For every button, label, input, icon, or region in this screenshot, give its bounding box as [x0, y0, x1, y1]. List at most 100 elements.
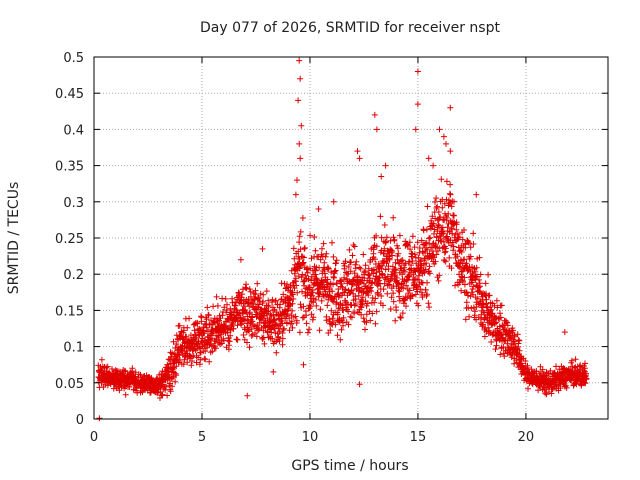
data-point: [327, 327, 334, 334]
data-point: [433, 234, 440, 241]
data-point: [422, 286, 429, 293]
data-point: [187, 332, 194, 339]
data-point: [397, 314, 404, 321]
data-point: [406, 273, 413, 280]
data-point: [202, 348, 209, 355]
data-point: [328, 307, 335, 314]
data-point: [441, 249, 448, 256]
data-point: [269, 296, 276, 303]
data-point: [233, 307, 240, 313]
data-point: [272, 297, 279, 304]
data-point: [433, 251, 440, 258]
data-point: [383, 234, 390, 241]
data-point: [514, 331, 521, 338]
data-point: [449, 239, 456, 246]
data-point: [329, 288, 336, 295]
data-point: [204, 304, 211, 311]
data-point: [415, 302, 422, 309]
data-point: [383, 238, 389, 245]
data-point: [222, 295, 229, 302]
data-point: [186, 315, 193, 322]
data-point: [390, 290, 397, 297]
data-point: [461, 274, 468, 281]
data-point: [260, 327, 267, 334]
data-point: [412, 291, 419, 298]
data-point: [438, 176, 445, 183]
data-point: [453, 226, 460, 233]
y-tick-labels: 0 0.05 0.1 0.15 0.2 0.25 0.3 0.35 0.4 0.45 0.5: [55, 51, 84, 428]
data-point: [390, 214, 397, 221]
data-point: [269, 335, 276, 342]
data-point: [203, 324, 210, 331]
data-point: [393, 307, 400, 314]
data-point: [497, 314, 504, 321]
data-point: [293, 282, 300, 289]
data-point: [473, 191, 480, 198]
data-point: [356, 155, 363, 162]
data-point: [483, 296, 490, 303]
data-point: [240, 332, 247, 338]
data-point: [497, 310, 503, 317]
data-point: [405, 290, 412, 297]
data-point: [126, 384, 133, 390]
data-point: [296, 140, 303, 147]
data-point: [311, 234, 318, 240]
data-point: [290, 245, 297, 252]
data-point: [501, 353, 508, 360]
data-point: [493, 297, 500, 304]
data-point: [443, 178, 450, 185]
data-point: [301, 245, 308, 252]
data-point: [324, 264, 331, 271]
data-point: [298, 274, 305, 281]
data-point: [395, 287, 402, 294]
data-point: [201, 330, 208, 337]
data-point: [447, 181, 454, 188]
data-point: [184, 324, 191, 331]
data-point: [317, 306, 324, 313]
data-point: [477, 271, 484, 278]
data-point: [252, 330, 258, 336]
data-point: [340, 314, 347, 321]
data-point: [476, 276, 482, 283]
data-point: [410, 271, 417, 278]
data-point: [253, 333, 260, 340]
data-point: [142, 387, 149, 393]
data-point: [366, 271, 373, 278]
data-point: [132, 369, 139, 376]
data-point: [481, 333, 488, 340]
data-point: [515, 337, 522, 343]
data-point: [305, 276, 312, 283]
data-point: [433, 195, 440, 202]
data-point: [446, 190, 453, 197]
data-point: [400, 278, 407, 285]
data-point: [504, 319, 511, 326]
data-point: [367, 275, 373, 282]
data-point: [406, 239, 413, 246]
data-point: [386, 256, 393, 263]
data-point: [297, 75, 304, 82]
data-point: [158, 392, 165, 399]
data-point: [572, 356, 579, 363]
data-point: [380, 286, 387, 293]
data-point: [363, 319, 370, 326]
data-point: [276, 328, 283, 335]
x-tick-label: 5: [198, 430, 206, 445]
data-point: [212, 345, 219, 352]
data-point: [173, 341, 180, 347]
data-point: [480, 321, 486, 328]
data-point: [294, 177, 300, 184]
data-point: [356, 264, 363, 271]
data-point: [349, 252, 356, 259]
data-point: [292, 313, 299, 320]
data-point: [279, 335, 286, 342]
data-point: [173, 363, 180, 370]
data-point: [293, 317, 300, 324]
data-point: [379, 262, 386, 269]
data-point: [246, 344, 253, 351]
data-point: [247, 288, 254, 295]
data-point: [449, 225, 456, 232]
data-point: [424, 246, 431, 253]
data-point: [301, 244, 308, 251]
data-point: [299, 314, 306, 321]
data-point: [372, 256, 378, 263]
